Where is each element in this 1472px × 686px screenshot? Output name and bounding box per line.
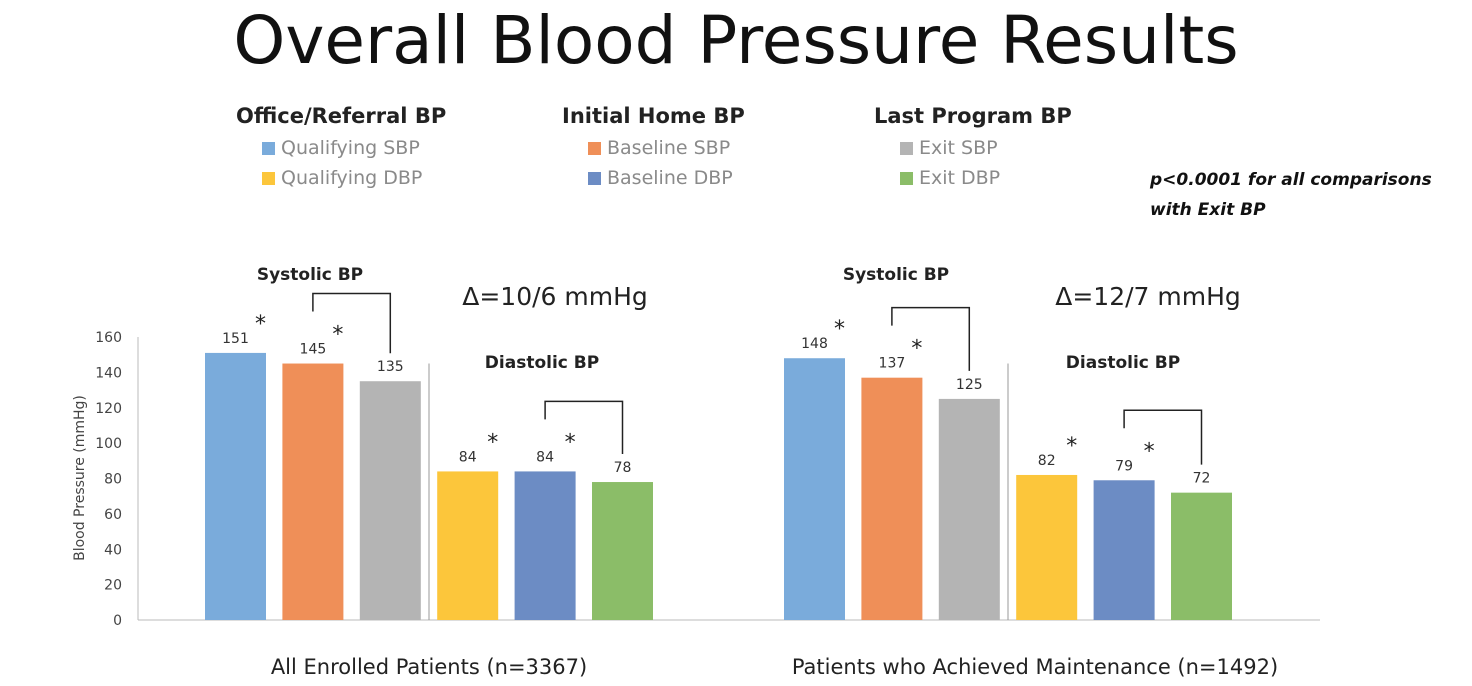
page-title: Overall Blood Pressure Results	[233, 2, 1239, 79]
bar-qualifying-dbp	[437, 471, 499, 620]
legend-group-title: Last Program BP	[874, 104, 1072, 128]
legend-item-exit-sbp: Exit SBP	[900, 136, 1072, 160]
bar-exit-sbp	[359, 381, 421, 620]
legend-item-baseline-dbp: Baseline DBP	[588, 166, 745, 190]
bar-value-label: 148	[801, 336, 828, 352]
significance-star: *	[332, 323, 343, 348]
legend-swatch	[900, 141, 913, 155]
systolic-label: Systolic BP	[257, 265, 363, 285]
bar-baseline-sbp	[282, 363, 344, 620]
bar-baseline-dbp	[514, 471, 576, 620]
bar-value-label: 82	[1038, 453, 1056, 469]
y-tick-label: 0	[113, 613, 122, 629]
bar-value-label: 72	[1193, 471, 1211, 487]
y-tick-label: 120	[95, 401, 122, 417]
comparison-bracket	[312, 292, 392, 354]
p-value-note: p<0.0001 for all comparisons with Exit B…	[1150, 170, 1432, 220]
significance-star: *	[565, 430, 576, 455]
bar-value-label: 151	[222, 331, 249, 347]
bar-value-label: 78	[614, 460, 632, 476]
bar-value-label: 79	[1115, 458, 1133, 474]
legend-item-qualifying-sbp: Qualifying SBP	[262, 136, 446, 160]
legend-item-baseline-sbp: Baseline SBP	[588, 136, 745, 160]
significance-star: *	[1144, 439, 1155, 464]
legend-label: Exit SBP	[919, 137, 998, 159]
significance-star: *	[834, 317, 845, 342]
bar-value-label: 84	[459, 449, 477, 465]
significance-star: *	[911, 337, 922, 362]
y-tick-label: 60	[104, 507, 122, 523]
legend-group-title: Initial Home BP	[562, 104, 745, 128]
legend-label: Baseline DBP	[607, 167, 733, 189]
y-tick-label: 20	[104, 578, 122, 594]
y-tick-label: 160	[95, 330, 122, 346]
bar-qualifying-sbp	[205, 352, 266, 620]
delta-label: Δ=10/6 mmHg	[462, 282, 648, 311]
legend-label: Baseline SBP	[607, 137, 731, 159]
significance-star: *	[255, 312, 266, 337]
legend-swatch	[900, 171, 913, 185]
bar-baseline-sbp	[861, 377, 923, 620]
category-label: Patients who Achieved Maintenance (n=149…	[792, 655, 1278, 679]
legend-group-office: Office/Referral BP Qualifying SBP Qualif…	[236, 104, 446, 190]
bar-qualifying-dbp	[1016, 474, 1078, 620]
bar-exit-sbp	[938, 398, 1000, 620]
significance-star: *	[1066, 434, 1077, 459]
diastolic-label: Diastolic BP	[1066, 353, 1180, 373]
delta-label: Δ=12/7 mmHg	[1055, 282, 1241, 311]
y-tick-label: 40	[104, 542, 122, 558]
y-tick-label: 80	[104, 472, 122, 488]
legend-swatch	[588, 171, 601, 185]
bar-value-label: 145	[300, 342, 327, 358]
bar-exit-dbp	[592, 482, 653, 620]
systolic-label: Systolic BP	[843, 265, 949, 285]
legend-swatch	[262, 171, 275, 185]
comparison-bracket	[1123, 409, 1203, 465]
y-tick-label: 140	[95, 365, 122, 381]
legend-group-initial-home: Initial Home BP Baseline SBP Baseline DB…	[562, 104, 745, 190]
bar-value-label: 135	[377, 359, 404, 375]
y-tick-label: 100	[95, 436, 122, 452]
bar-value-label: 84	[536, 449, 554, 465]
legend-item-exit-dbp: Exit DBP	[900, 166, 1072, 190]
legend-item-qualifying-dbp: Qualifying DBP	[262, 166, 446, 190]
bar-value-label: 137	[879, 356, 906, 372]
comparison-bracket	[891, 306, 971, 371]
diastolic-label: Diastolic BP	[485, 353, 599, 373]
legend-group-title: Office/Referral BP	[236, 104, 447, 128]
legend-label: Qualifying SBP	[281, 137, 420, 159]
legend-swatch	[588, 141, 601, 155]
legend-label: Qualifying DBP	[281, 167, 423, 189]
comparison-bracket	[544, 400, 624, 455]
legend-swatch	[262, 141, 275, 155]
significance-star: *	[487, 430, 498, 455]
category-label: All Enrolled Patients (n=3367)	[271, 655, 587, 679]
bar-qualifying-sbp	[784, 358, 845, 620]
bar-value-label: 125	[956, 377, 983, 393]
bar-exit-dbp	[1171, 492, 1232, 620]
bar-baseline-dbp	[1093, 480, 1155, 620]
y-axis-label: Blood Pressure (mmHg)	[72, 395, 88, 561]
legend-group-last-program: Last Program BP Exit SBP Exit DBP	[874, 104, 1072, 190]
legend-label: Exit DBP	[919, 167, 1001, 189]
